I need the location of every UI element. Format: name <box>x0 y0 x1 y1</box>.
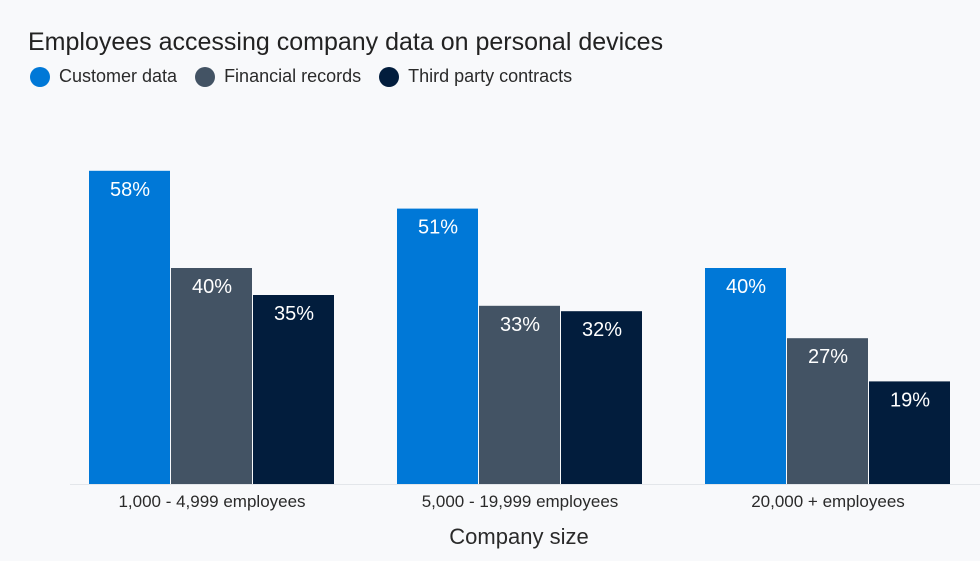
x-tick-label-2: 5,000 - 19,999 employees <box>422 492 619 511</box>
legend-item-customer-data[interactable]: Customer data <box>30 66 177 87</box>
legend-label-customer-data: Customer data <box>59 66 178 86</box>
bar-customer-data-1[interactable] <box>89 170 170 485</box>
data-label-financial-records-3: 27% <box>808 346 848 368</box>
data-label-financial-records-1: 40% <box>192 276 232 298</box>
legend-swatch-customer-data <box>30 66 50 87</box>
bar-financial-records-2[interactable] <box>479 305 560 484</box>
data-label-third-party-contracts-2: 32% <box>582 319 622 341</box>
legend-label-financial-records: Financial records <box>224 66 362 86</box>
legend-swatch-financial-records <box>195 66 216 87</box>
bar-customer-data-2[interactable] <box>397 208 478 484</box>
bar-financial-records-1[interactable] <box>171 268 252 484</box>
legend: Customer data Financial records Third pa… <box>30 66 590 87</box>
chart-title: Employees accessing company data on pers… <box>28 28 664 56</box>
x-tick-label-3: 20,000 + employees <box>751 492 905 511</box>
legend-swatch-third-party-contracts <box>379 66 400 87</box>
data-label-third-party-contracts-1: 35% <box>274 303 314 325</box>
legend-item-financial-records[interactable]: Financial records <box>195 66 361 87</box>
data-label-third-party-contracts-3: 19% <box>890 389 930 411</box>
x-axis-label: Company size <box>449 524 588 549</box>
data-label-customer-data-3: 40% <box>726 276 766 298</box>
legend-item-third-party-contracts[interactable]: Third party contracts <box>379 66 572 87</box>
data-label-financial-records-2: 33% <box>500 314 540 336</box>
bar-customer-data-3[interactable] <box>705 268 786 484</box>
data-label-customer-data-1: 58% <box>110 179 150 201</box>
bar-third-party-contracts-1[interactable] <box>253 295 334 484</box>
bar-financial-records-3[interactable] <box>787 338 868 484</box>
data-label-customer-data-2: 51% <box>418 217 458 239</box>
legend-label-third-party-contracts: Third party contracts <box>408 66 573 86</box>
bar-third-party-contracts-3[interactable] <box>869 381 950 484</box>
bar-third-party-contracts-2[interactable] <box>561 311 642 484</box>
x-tick-label-1: 1,000 - 4,999 employees <box>118 492 305 511</box>
